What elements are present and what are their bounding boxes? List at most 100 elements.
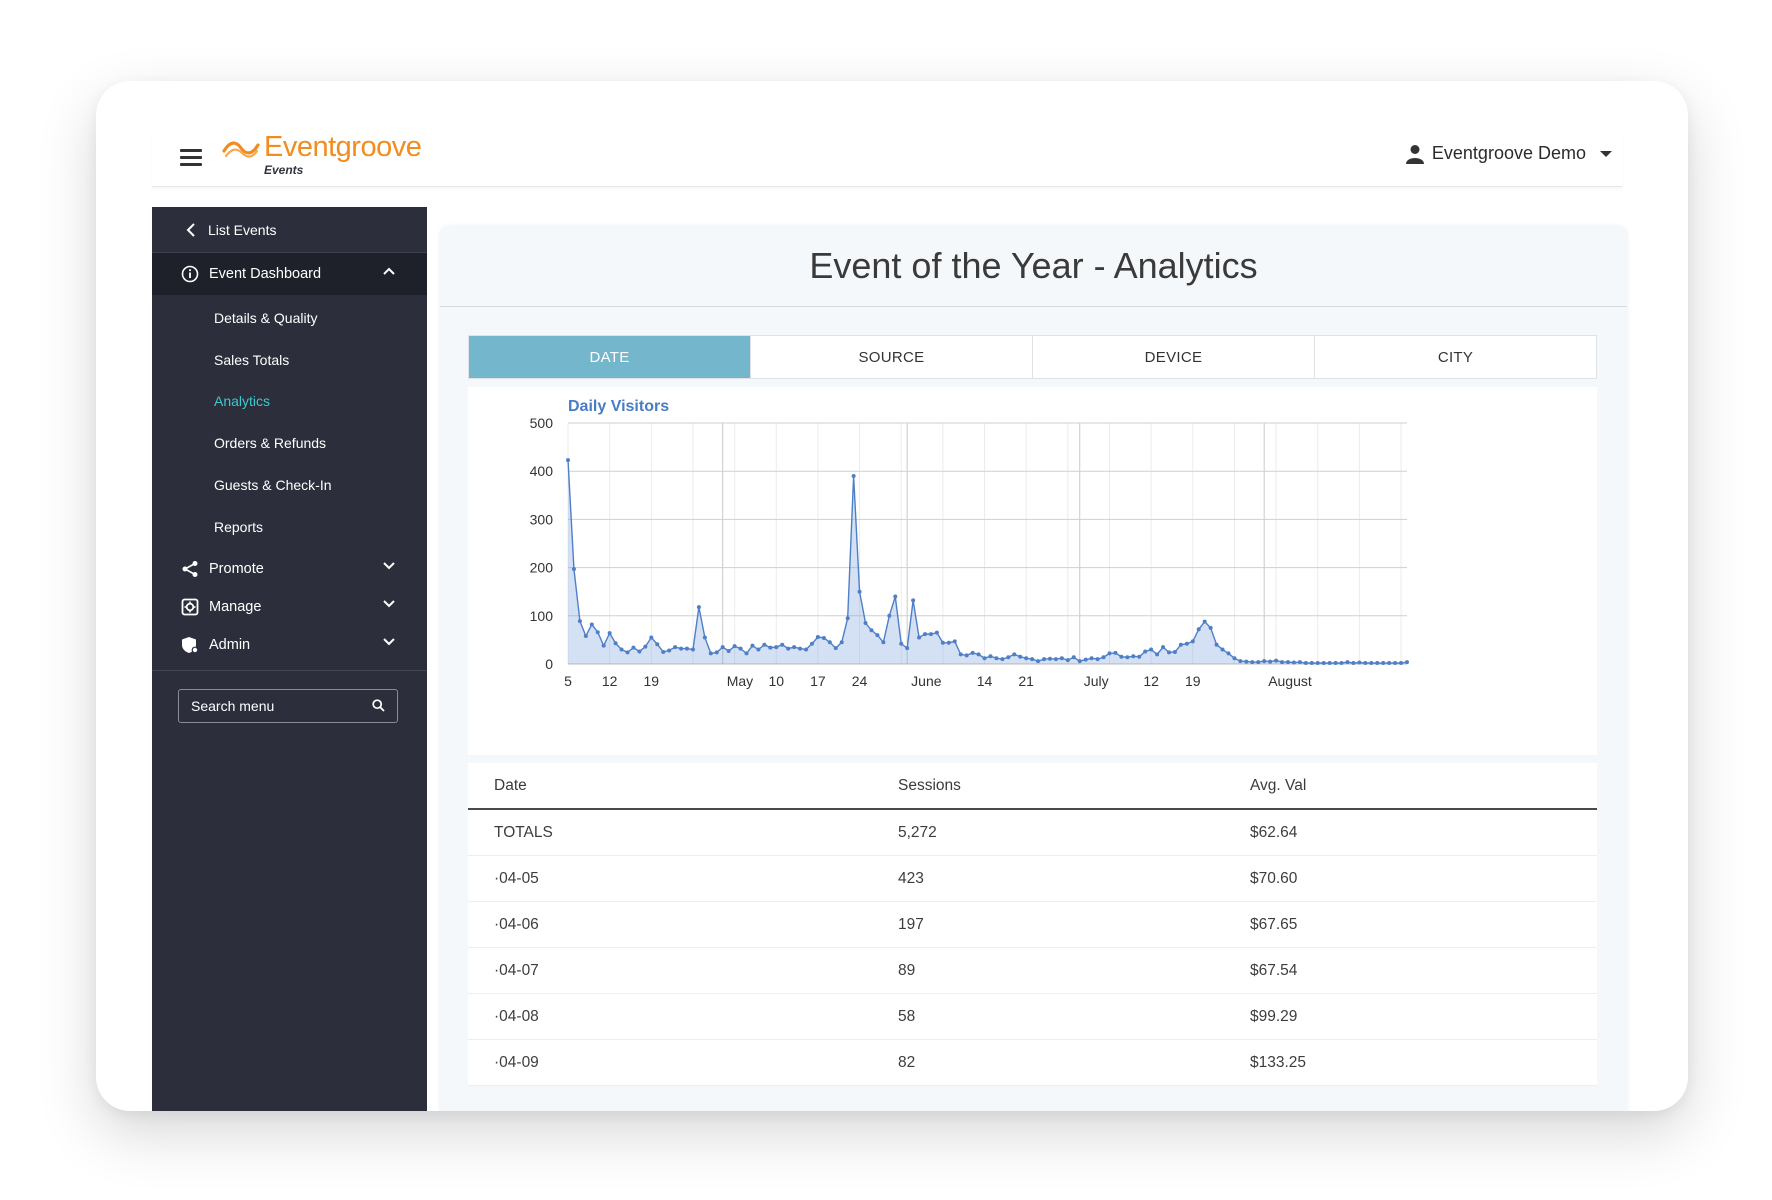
user-menu[interactable]: Eventgroove Demo (1405, 143, 1612, 164)
cell-sessions: 58 (898, 1007, 916, 1025)
data-point (1297, 660, 1302, 665)
data-point (690, 647, 695, 652)
sidebar-item-manage[interactable]: Manage (152, 586, 427, 628)
data-point (762, 642, 767, 647)
data-point (1137, 654, 1142, 659)
data-point (1178, 642, 1183, 647)
data-point (1321, 661, 1326, 666)
data-point (893, 594, 898, 599)
data-point (589, 622, 594, 627)
sidebar-subitem-details-quality[interactable]: Details & Quality (214, 309, 318, 326)
header-date[interactable]: Date (494, 776, 527, 794)
data-point (726, 648, 731, 653)
header-sessions[interactable]: Sessions (898, 776, 961, 794)
x-tick-label: 21 (1018, 673, 1034, 689)
data-point (833, 646, 838, 651)
data-point (1000, 657, 1005, 662)
data-point (1024, 656, 1029, 661)
cell-date: TOTALS (494, 823, 553, 841)
cell-avg-val: $67.65 (1250, 915, 1298, 933)
sidebar-subitem-analytics[interactable]: Analytics (214, 393, 271, 410)
table-header-row: Date Sessions Avg. Val (468, 763, 1597, 810)
search-icon[interactable] (372, 699, 385, 712)
data-point (1125, 655, 1130, 660)
sidebar-item-admin[interactable]: Admin (152, 624, 427, 666)
data-point (613, 641, 618, 646)
sidebar-subitem-guests-checkin[interactable]: Guests & Check-In (214, 477, 332, 494)
data-point (1387, 661, 1392, 666)
sidebar-item-event-dashboard[interactable]: Event Dashboard (152, 253, 427, 295)
sidebar-subitem-orders-refunds[interactable]: Orders & Refunds (214, 435, 327, 452)
data-point (1226, 651, 1231, 656)
data-point (934, 630, 939, 635)
hamburger-menu-icon[interactable] (180, 149, 202, 167)
data-point (1333, 661, 1338, 666)
data-point (685, 646, 690, 651)
sidebar-back-list-events[interactable]: List Events (152, 207, 427, 253)
data-point (577, 619, 582, 624)
sidebar-subitem-reports[interactable]: Reports (214, 518, 264, 535)
cell-date: ·04-09 (494, 1053, 539, 1071)
data-point (1405, 660, 1409, 665)
chart-svg: 0 100 200 300 400 500 5 12 19 May 10 17 24 June 14 21 Ju… (530, 398, 1409, 689)
data-point (1030, 657, 1035, 662)
data-point (1351, 661, 1356, 666)
data-point (1083, 657, 1088, 662)
data-point (595, 630, 600, 635)
tab-source[interactable]: SOURCE (751, 336, 1033, 378)
sidebar-item-promote[interactable]: Promote (152, 548, 427, 590)
x-tick-label: 17 (810, 673, 826, 689)
analytics-table: Date Sessions Avg. Val TOTALS 5,272 $62.… (468, 763, 1597, 1086)
data-point (738, 646, 743, 651)
data-point (1202, 619, 1207, 624)
data-point (1113, 650, 1118, 655)
data-point (601, 643, 606, 648)
sidebar-search-input[interactable]: Search menu (178, 688, 398, 723)
data-point (720, 645, 725, 650)
data-point (911, 598, 916, 603)
data-point (851, 474, 856, 479)
sidebar-item-label: Promote (209, 560, 264, 577)
x-tick-label: August (1268, 673, 1312, 689)
x-tick-label: 12 (1143, 673, 1159, 689)
data-point (696, 605, 701, 610)
data-point (952, 639, 957, 644)
data-point (607, 631, 612, 636)
table-row: ·04-08 58 $99.29 (468, 994, 1597, 1040)
tab-city[interactable]: CITY (1437, 348, 1474, 366)
header-avg-val[interactable]: Avg. Val (1250, 776, 1307, 794)
data-point (714, 650, 719, 655)
data-point (1047, 656, 1052, 661)
data-point (780, 642, 785, 647)
data-point (786, 646, 791, 651)
tab-date[interactable]: DATE (469, 336, 751, 378)
sidebar-subitem-sales-totals[interactable]: Sales Totals (214, 351, 290, 368)
data-point (1256, 660, 1261, 665)
x-tick-label: 5 (564, 673, 572, 689)
daily-visitors-chart: 0 100 200 300 400 500 5 12 19 May 10 17 24 June 14 21 Ju… (468, 387, 1597, 755)
data-point (1268, 659, 1273, 664)
page-title: Event of the Year - Analytics (440, 225, 1627, 307)
data-point (827, 640, 832, 645)
data-point (1274, 658, 1279, 663)
tab-device[interactable]: DEVICE (1033, 336, 1315, 378)
data-point (970, 650, 975, 655)
table-row: TOTALS 5,272 $62.64 (468, 810, 1597, 856)
x-tick-label: May (727, 673, 753, 689)
cell-sessions: 423 (898, 869, 924, 887)
data-point (905, 646, 910, 651)
cell-date: ·04-07 (494, 961, 539, 979)
data-point (857, 589, 862, 594)
data-point (809, 641, 814, 646)
data-point (917, 635, 922, 640)
share-icon (180, 559, 200, 579)
data-point (821, 635, 826, 640)
data-point (1196, 627, 1201, 632)
data-point (1095, 657, 1100, 662)
data-point (1262, 659, 1267, 664)
data-point (899, 641, 904, 646)
top-navbar: Eventgroove Events Eventgroove Demo (152, 131, 1622, 187)
cell-date: ·04-05 (494, 869, 539, 887)
brand-name: Eventgroove (264, 131, 422, 163)
shield-icon (180, 635, 200, 655)
